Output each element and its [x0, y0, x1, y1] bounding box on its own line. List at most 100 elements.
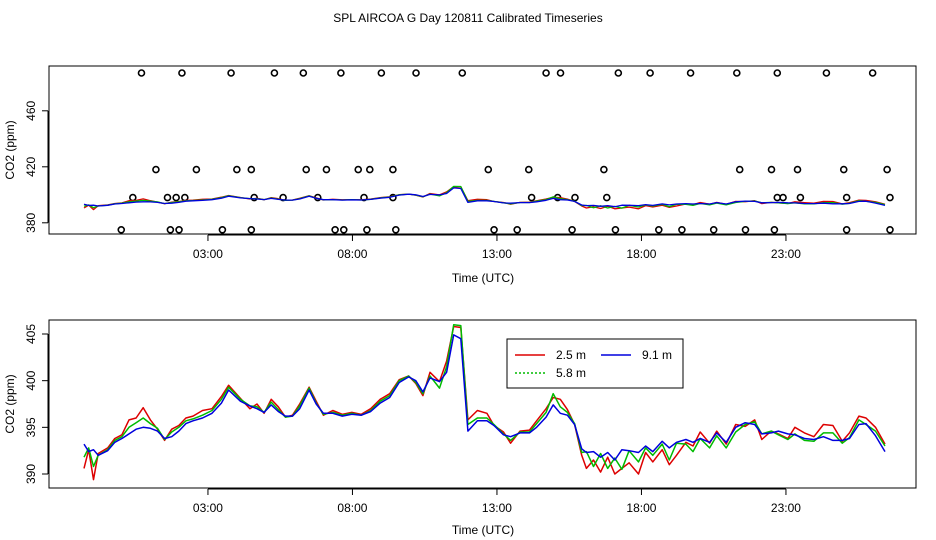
calibration-point — [793, 165, 802, 174]
calibration-point — [137, 69, 146, 77]
legend-label-9-1m: 9.1 m — [642, 348, 672, 362]
calibration-point — [741, 226, 750, 234]
calibration-point — [339, 226, 348, 234]
calibration-point — [678, 226, 686, 234]
calibration-point — [322, 165, 331, 174]
bottom-plot-frame — [48, 319, 917, 489]
calibration-point — [767, 165, 776, 174]
legend-label-2-5m: 2.5 m — [556, 348, 586, 362]
calibration-point — [365, 165, 374, 174]
calibration-point — [822, 69, 831, 77]
calibration-point — [391, 226, 400, 234]
calibration-point — [172, 193, 180, 202]
calibration-point — [735, 165, 744, 174]
top-plot-frame — [48, 65, 917, 235]
top-x-axis: 03:00 08:00 13:00 18:00 23:00 — [193, 234, 801, 261]
calibration-point — [839, 165, 848, 174]
bottom-x-tick-label: 13:00 — [482, 501, 512, 515]
calibration-point — [490, 226, 498, 234]
calibration-point — [614, 69, 623, 77]
calibration-point — [868, 69, 877, 77]
calibration-point — [302, 165, 311, 174]
series-line-9-1m — [83, 334, 886, 461]
top-series-line-2-5m — [83, 186, 886, 211]
top-x-tick-label: 03:00 — [193, 247, 223, 261]
calibration-point — [571, 193, 579, 202]
calibration-point — [233, 165, 241, 174]
calibration-point — [458, 69, 467, 77]
top-x-tick-label: 08:00 — [337, 247, 367, 261]
bottom-y-tick-label: 400 — [24, 370, 38, 390]
calibration-point — [166, 226, 175, 234]
top-y-tick-label: 380 — [24, 212, 38, 232]
bottom-y-tick-label: 390 — [24, 464, 38, 484]
panel-top: 03:00 08:00 13:00 18:00 23:00 380 420 460 Time… — [3, 65, 917, 285]
calibration-point — [542, 69, 550, 77]
calibration-point — [773, 69, 782, 77]
bottom-x-label: Time (UTC) — [452, 523, 514, 537]
calibration-point — [247, 226, 256, 234]
top-x-tick-label: 18:00 — [626, 247, 656, 261]
top-series-line-9-1m — [83, 187, 886, 208]
series-line-5-8m — [83, 323, 886, 471]
calibration-point — [770, 226, 779, 234]
legend-label-5-8m: 5.8 m — [556, 366, 586, 380]
calibration-point — [513, 226, 521, 234]
bottom-y-tick-label: 395 — [24, 417, 38, 437]
figure-title: SPL AIRCOA G Day 120811 Calibrated Times… — [333, 11, 602, 25]
calibration-point — [354, 165, 363, 174]
calibration-point — [163, 193, 172, 202]
calibration-point — [152, 165, 160, 174]
calibration-point — [247, 165, 256, 174]
top-x-tick-label: 23:00 — [771, 247, 801, 261]
top-y-tick-label: 420 — [24, 156, 38, 176]
top-calibration-points — [117, 69, 894, 234]
bottom-x-tick-label: 18:00 — [626, 501, 656, 515]
calibration-point — [218, 226, 227, 234]
calibration-point — [270, 69, 279, 77]
calibration-point — [117, 226, 126, 234]
bottom-y-axis: 390 395 400 405 — [24, 324, 49, 484]
calibration-point — [733, 69, 741, 77]
calibration-point — [279, 193, 287, 202]
bottom-series-lines — [83, 323, 886, 481]
calibration-point — [412, 69, 420, 77]
calibration-point — [331, 226, 339, 234]
calibration-point — [337, 69, 345, 77]
calibration-point — [360, 193, 368, 202]
legend-box — [506, 338, 684, 389]
calibration-point — [602, 193, 611, 202]
calibration-point — [556, 69, 565, 77]
top-y-tick-label: 460 — [24, 100, 38, 120]
calibration-point — [181, 193, 189, 202]
top-y-label: CO2 (ppm) — [3, 120, 17, 179]
top-series-line-5-8m — [83, 185, 886, 209]
calibration-point — [779, 193, 787, 202]
calibration-point — [129, 193, 137, 202]
calibration-point — [709, 226, 718, 234]
calibration-point — [377, 69, 386, 77]
calibration-point — [484, 165, 493, 174]
bottom-x-axis: 03:00 08:00 13:00 18:00 23:00 — [193, 488, 801, 515]
calibration-point — [686, 69, 695, 77]
series-line-2-5m — [83, 325, 886, 481]
calibration-point — [842, 226, 851, 234]
calibration-point — [524, 165, 533, 174]
bottom-y-label: CO2 (ppm) — [3, 374, 17, 433]
bottom-y-tick-label: 405 — [24, 324, 38, 344]
panel-bottom: 03:00 08:00 13:00 18:00 23:00 390 395 400 405 T… — [3, 319, 917, 537]
bottom-x-tick-label: 08:00 — [337, 501, 367, 515]
calibration-point — [654, 226, 663, 234]
bottom-x-tick-label: 23:00 — [771, 501, 801, 515]
calibration-point — [175, 226, 183, 234]
calibration-point — [178, 69, 186, 77]
calibration-point — [363, 226, 371, 234]
calibration-point — [527, 193, 536, 202]
legend: 2.5 m 5.8 m 9.1 m — [506, 338, 684, 389]
calibration-point — [796, 193, 805, 202]
calibration-point — [250, 193, 258, 202]
calibration-point — [611, 226, 620, 234]
top-y-axis: 380 420 460 — [24, 100, 49, 233]
calibration-point — [883, 165, 891, 174]
